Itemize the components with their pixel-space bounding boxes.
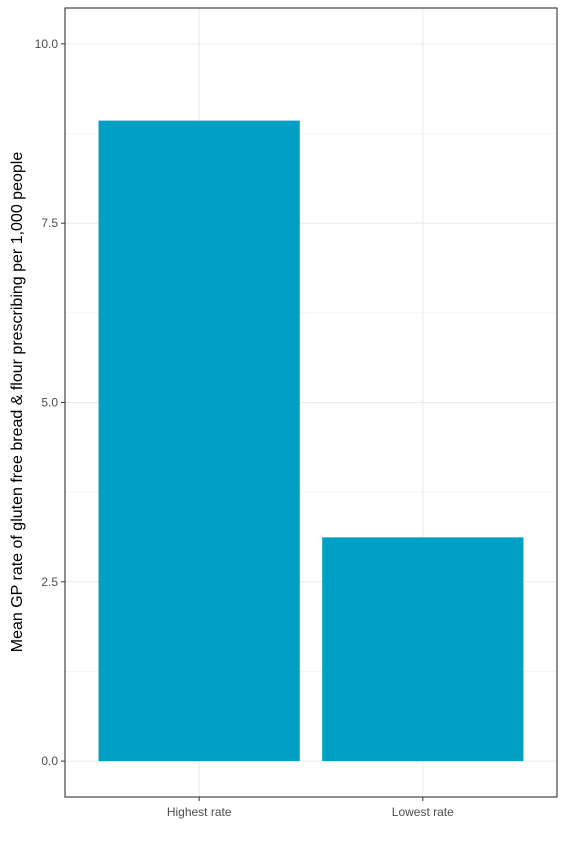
y-tick-label: 2.5 bbox=[41, 575, 58, 589]
y-tick-label: 5.0 bbox=[41, 396, 58, 410]
y-tick-label: 0.0 bbox=[41, 754, 58, 768]
y-tick-label: 7.5 bbox=[41, 216, 58, 230]
x-tick-label: Lowest rate bbox=[392, 805, 454, 819]
x-tick-label: Highest rate bbox=[167, 805, 232, 819]
y-axis-title: Mean GP rate of gluten free bread & flou… bbox=[9, 152, 26, 653]
bars bbox=[98, 120, 524, 762]
y-tick-label: 10.0 bbox=[35, 37, 59, 51]
bar-highest-rate bbox=[98, 120, 300, 762]
bar-lowest-rate bbox=[322, 537, 524, 762]
x-axis: Highest rate Lowest rate bbox=[167, 797, 454, 819]
y-axis: 0.0 2.5 5.0 7.5 10.0 bbox=[35, 37, 65, 768]
